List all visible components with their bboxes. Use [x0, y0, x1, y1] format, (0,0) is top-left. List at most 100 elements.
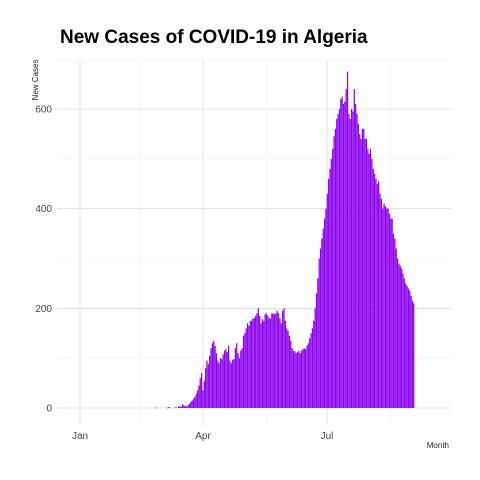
bar [388, 213, 391, 408]
bar [369, 148, 372, 408]
bar [168, 407, 170, 408]
bar [294, 351, 296, 408]
bar [384, 206, 387, 408]
bar [255, 315, 257, 408]
y-tick-label: 0 [46, 404, 52, 415]
bar [184, 406, 186, 408]
bar [194, 397, 196, 408]
bar [375, 178, 377, 408]
bar [240, 350, 242, 408]
bar [248, 325, 250, 408]
bar [215, 353, 218, 408]
bar [186, 406, 188, 408]
x-ticks: Jan Apr Jul [72, 431, 333, 442]
bar [380, 198, 382, 408]
bar [361, 128, 364, 408]
bar [406, 285, 408, 408]
bar [244, 333, 246, 408]
bar [367, 148, 369, 408]
bar [275, 313, 277, 408]
bar [322, 228, 324, 408]
bar [340, 99, 342, 408]
bar [187, 405, 189, 408]
bar [300, 350, 303, 408]
y-tick-label: 400 [35, 204, 52, 215]
bar [229, 360, 231, 408]
bar [349, 118, 351, 408]
bar [288, 335, 291, 408]
bar [379, 193, 381, 408]
bar [234, 348, 236, 408]
bar [317, 278, 319, 408]
bar [191, 400, 193, 408]
bar [233, 359, 235, 408]
bar [198, 385, 200, 408]
bar [209, 355, 211, 408]
bar [352, 111, 354, 409]
bar [264, 314, 266, 408]
bar [360, 138, 362, 408]
bar [183, 405, 185, 408]
bar [296, 352, 299, 408]
bar [279, 318, 281, 408]
bar [256, 313, 258, 408]
bar [392, 233, 395, 408]
bar [310, 333, 312, 408]
bar [188, 404, 191, 408]
bar [211, 343, 214, 408]
bar [353, 89, 355, 408]
bar [268, 318, 270, 408]
bar [314, 308, 316, 408]
chart-title: New Cases of COVID-19 in Algeria [60, 27, 368, 48]
y-ticks: 0 200 400 600 [35, 105, 52, 415]
bar [286, 328, 288, 408]
bar [328, 178, 330, 408]
bar [217, 360, 219, 408]
bar [222, 354, 224, 408]
bar [411, 300, 414, 408]
bar [346, 71, 349, 409]
bar [318, 258, 320, 408]
bar [341, 96, 343, 408]
bar [210, 348, 212, 408]
bar [278, 313, 280, 408]
bar [260, 323, 262, 408]
bar [299, 353, 301, 408]
bar [386, 208, 388, 408]
bar [155, 407, 157, 409]
bar [167, 407, 169, 409]
bar [265, 313, 268, 408]
bar [321, 238, 323, 408]
bar [228, 345, 230, 408]
bar [365, 138, 368, 408]
bar [273, 314, 276, 408]
bar [195, 394, 197, 408]
bar [221, 359, 223, 408]
bar [238, 358, 241, 408]
bar [410, 295, 412, 409]
bar [333, 136, 335, 408]
bar [303, 348, 305, 408]
bar [405, 283, 407, 408]
bar [295, 353, 297, 408]
bar [390, 218, 392, 408]
bar [272, 313, 274, 408]
bar [252, 318, 254, 408]
bars [155, 71, 415, 409]
bar [200, 373, 203, 408]
bar [199, 378, 201, 408]
bar [395, 248, 397, 408]
bar [263, 320, 265, 408]
bar [401, 268, 403, 408]
x-tick-label: Jan [72, 431, 88, 442]
bar [409, 290, 411, 408]
bar [396, 258, 399, 408]
bar [302, 349, 304, 408]
bar [357, 123, 359, 408]
bar [382, 208, 384, 408]
bar [326, 193, 328, 408]
bar [202, 390, 204, 408]
bar [219, 358, 222, 408]
bar [236, 343, 238, 408]
bar [387, 208, 389, 408]
